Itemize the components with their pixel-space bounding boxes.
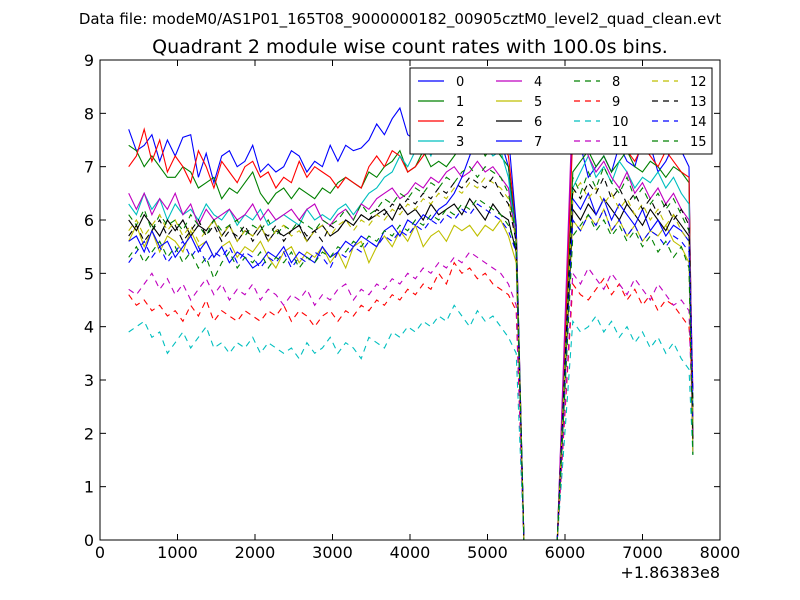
axes-layer: 0 1000 2000 3000 4000 5000 6000 7000 80000123456… bbox=[84, 51, 741, 562]
x-tick-label: 7000 bbox=[622, 543, 663, 562]
y-tick-label: 6 bbox=[84, 211, 94, 230]
series-layer bbox=[128, 91, 694, 540]
legend-label-7: 7 bbox=[534, 135, 542, 150]
legend-label-3: 3 bbox=[456, 135, 464, 150]
legend-label-9: 9 bbox=[612, 95, 620, 110]
y-tick-label: 2 bbox=[84, 424, 94, 443]
legend-label-2: 2 bbox=[456, 115, 464, 130]
legend-label-10: 10 bbox=[612, 115, 629, 130]
x-tick-label: 0 bbox=[95, 543, 105, 562]
chart-title: Quadrant 2 module wise count rates with … bbox=[152, 36, 668, 58]
x-tick-label: 2000 bbox=[235, 543, 276, 562]
series-line-13 bbox=[128, 175, 694, 540]
y-tick-label: 3 bbox=[84, 371, 94, 390]
legend-label-8: 8 bbox=[612, 75, 620, 90]
series-line-1 bbox=[128, 133, 694, 540]
series-line-4 bbox=[128, 97, 694, 540]
x-tick-label: 1000 bbox=[157, 543, 198, 562]
series-line-12 bbox=[128, 176, 694, 540]
legend-label-5: 5 bbox=[534, 95, 542, 110]
y-tick-label: 7 bbox=[84, 158, 94, 177]
series-line-6 bbox=[128, 197, 694, 540]
y-tick-label: 8 bbox=[84, 104, 94, 123]
x-tick-label: 5000 bbox=[467, 543, 508, 562]
y-tick-label: 0 bbox=[84, 531, 94, 550]
x-tick-label: 8000 bbox=[700, 543, 741, 562]
y-tick-label: 4 bbox=[84, 318, 94, 337]
y-tick-label: 5 bbox=[84, 264, 94, 283]
series-line-7 bbox=[128, 91, 694, 540]
x-tick-label: 4000 bbox=[390, 543, 431, 562]
legend-label-1: 1 bbox=[456, 95, 464, 110]
legend-label-0: 0 bbox=[456, 75, 464, 90]
series-line-14 bbox=[128, 203, 694, 540]
legend-label-15: 15 bbox=[690, 135, 707, 150]
chart-suptitle: Data file: modeM0/AS1P01_165T08_90000001… bbox=[79, 10, 721, 29]
legend-frame bbox=[409, 67, 713, 155]
series-line-10 bbox=[128, 304, 694, 540]
x-tick-label: 6000 bbox=[545, 543, 586, 562]
legend-label-4: 4 bbox=[534, 75, 542, 90]
x-tick-label: 3000 bbox=[312, 543, 353, 562]
legend-label-12: 12 bbox=[690, 75, 707, 90]
series-line-11 bbox=[128, 251, 694, 540]
series-line-15 bbox=[128, 197, 694, 540]
legend-label-6: 6 bbox=[534, 115, 542, 130]
legend-label-14: 14 bbox=[690, 115, 707, 130]
x-offset-label: +1.86383e8 bbox=[620, 563, 720, 582]
series-line-8 bbox=[128, 165, 694, 540]
legend-label-13: 13 bbox=[690, 95, 707, 110]
series-line-9 bbox=[128, 261, 694, 540]
y-tick-label: 1 bbox=[84, 478, 94, 497]
legend-label-11: 11 bbox=[612, 135, 629, 150]
y-tick-label: 9 bbox=[84, 51, 94, 70]
